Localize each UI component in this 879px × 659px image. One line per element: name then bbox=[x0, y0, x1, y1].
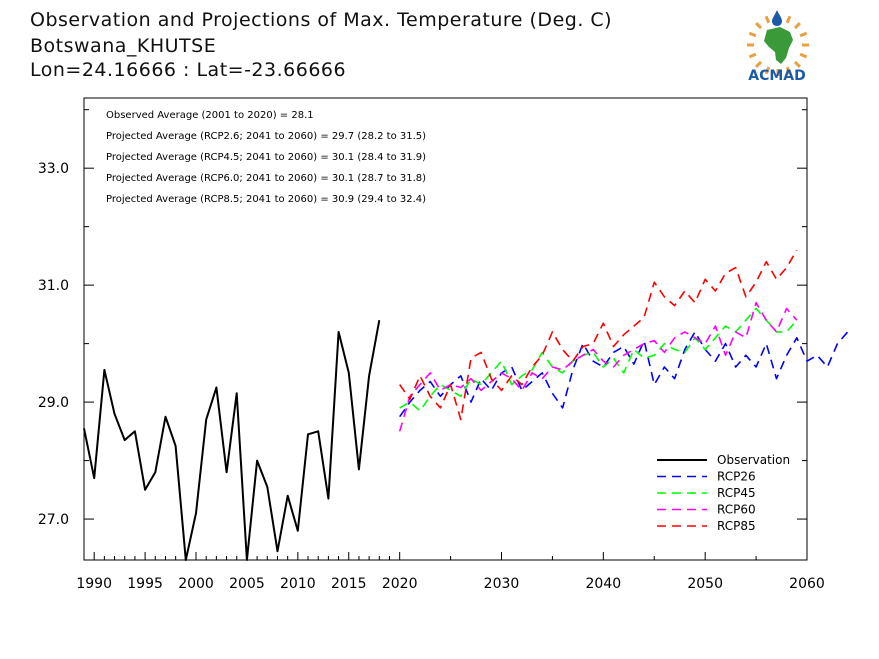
legend-label: RCP60 bbox=[717, 503, 756, 517]
logo-text: ACMAD bbox=[748, 68, 806, 84]
x-tick-label: 2000 bbox=[178, 576, 214, 592]
x-tick-label: 1990 bbox=[76, 576, 112, 592]
annotation-line: Observed Average (2001 to 2020) = 28.1 bbox=[106, 110, 314, 121]
x-tick-label: 2060 bbox=[789, 576, 825, 592]
legend-label: RCP26 bbox=[717, 470, 756, 484]
annotation-block: Observed Average (2001 to 2020) = 28.1 Pr… bbox=[106, 110, 426, 205]
plot-area bbox=[83, 97, 808, 561]
series-line-rcp26 bbox=[399, 331, 849, 418]
series-layer bbox=[83, 249, 849, 561]
axis-ticks: 1990 1995 2000 2005 2010 2015 2020 2030 2040 2050… bbox=[38, 109, 825, 592]
series-line-rcp45 bbox=[399, 307, 798, 412]
series-line-rcp60 bbox=[398, 301, 798, 432]
x-tick-label: 2005 bbox=[229, 576, 265, 592]
x-tick-label: 2040 bbox=[586, 576, 622, 592]
annotation-line: Projected Average (RCP8.5; 2041 to 2060)… bbox=[106, 194, 426, 205]
acmad-africa-logo-icon: ACMAD bbox=[747, 10, 809, 84]
y-tick-label: 29.0 bbox=[38, 395, 69, 411]
annotation-line: Projected Average (RCP6.0; 2041 to 2060)… bbox=[106, 173, 426, 184]
x-tick-label: 2010 bbox=[280, 576, 316, 592]
y-tick-label: 31.0 bbox=[38, 278, 69, 294]
x-tick-label: 2020 bbox=[382, 576, 418, 592]
series-line-observation bbox=[83, 320, 381, 561]
station-name: Botswana_KHUTSE bbox=[30, 35, 217, 57]
series-line-rcp85 bbox=[399, 249, 798, 421]
legend-label: RCP85 bbox=[717, 519, 756, 533]
y-tick-label: 27.0 bbox=[38, 512, 69, 528]
chart-title: Observation and Projections of Max. Temp… bbox=[30, 9, 613, 31]
x-tick-label: 1995 bbox=[127, 576, 163, 592]
annotation-line: Projected Average (RCP4.5; 2041 to 2060)… bbox=[106, 152, 426, 163]
station-coordinates: Lon=24.16666 : Lat=-23.66666 bbox=[30, 59, 347, 81]
x-tick-label: 2050 bbox=[687, 576, 723, 592]
x-tick-label: 2015 bbox=[331, 576, 367, 592]
legend: Observation RCP26 RCP45 RCP60 RCP85 bbox=[657, 453, 790, 533]
legend-label: Observation bbox=[717, 453, 790, 467]
acmad-logo: ACMAD bbox=[735, 8, 820, 88]
x-tick-label: 2030 bbox=[484, 576, 520, 592]
annotation-line: Projected Average (RCP2.6; 2041 to 2060)… bbox=[106, 131, 426, 142]
legend-label: RCP45 bbox=[717, 486, 756, 500]
y-tick-label: 33.0 bbox=[38, 161, 69, 177]
